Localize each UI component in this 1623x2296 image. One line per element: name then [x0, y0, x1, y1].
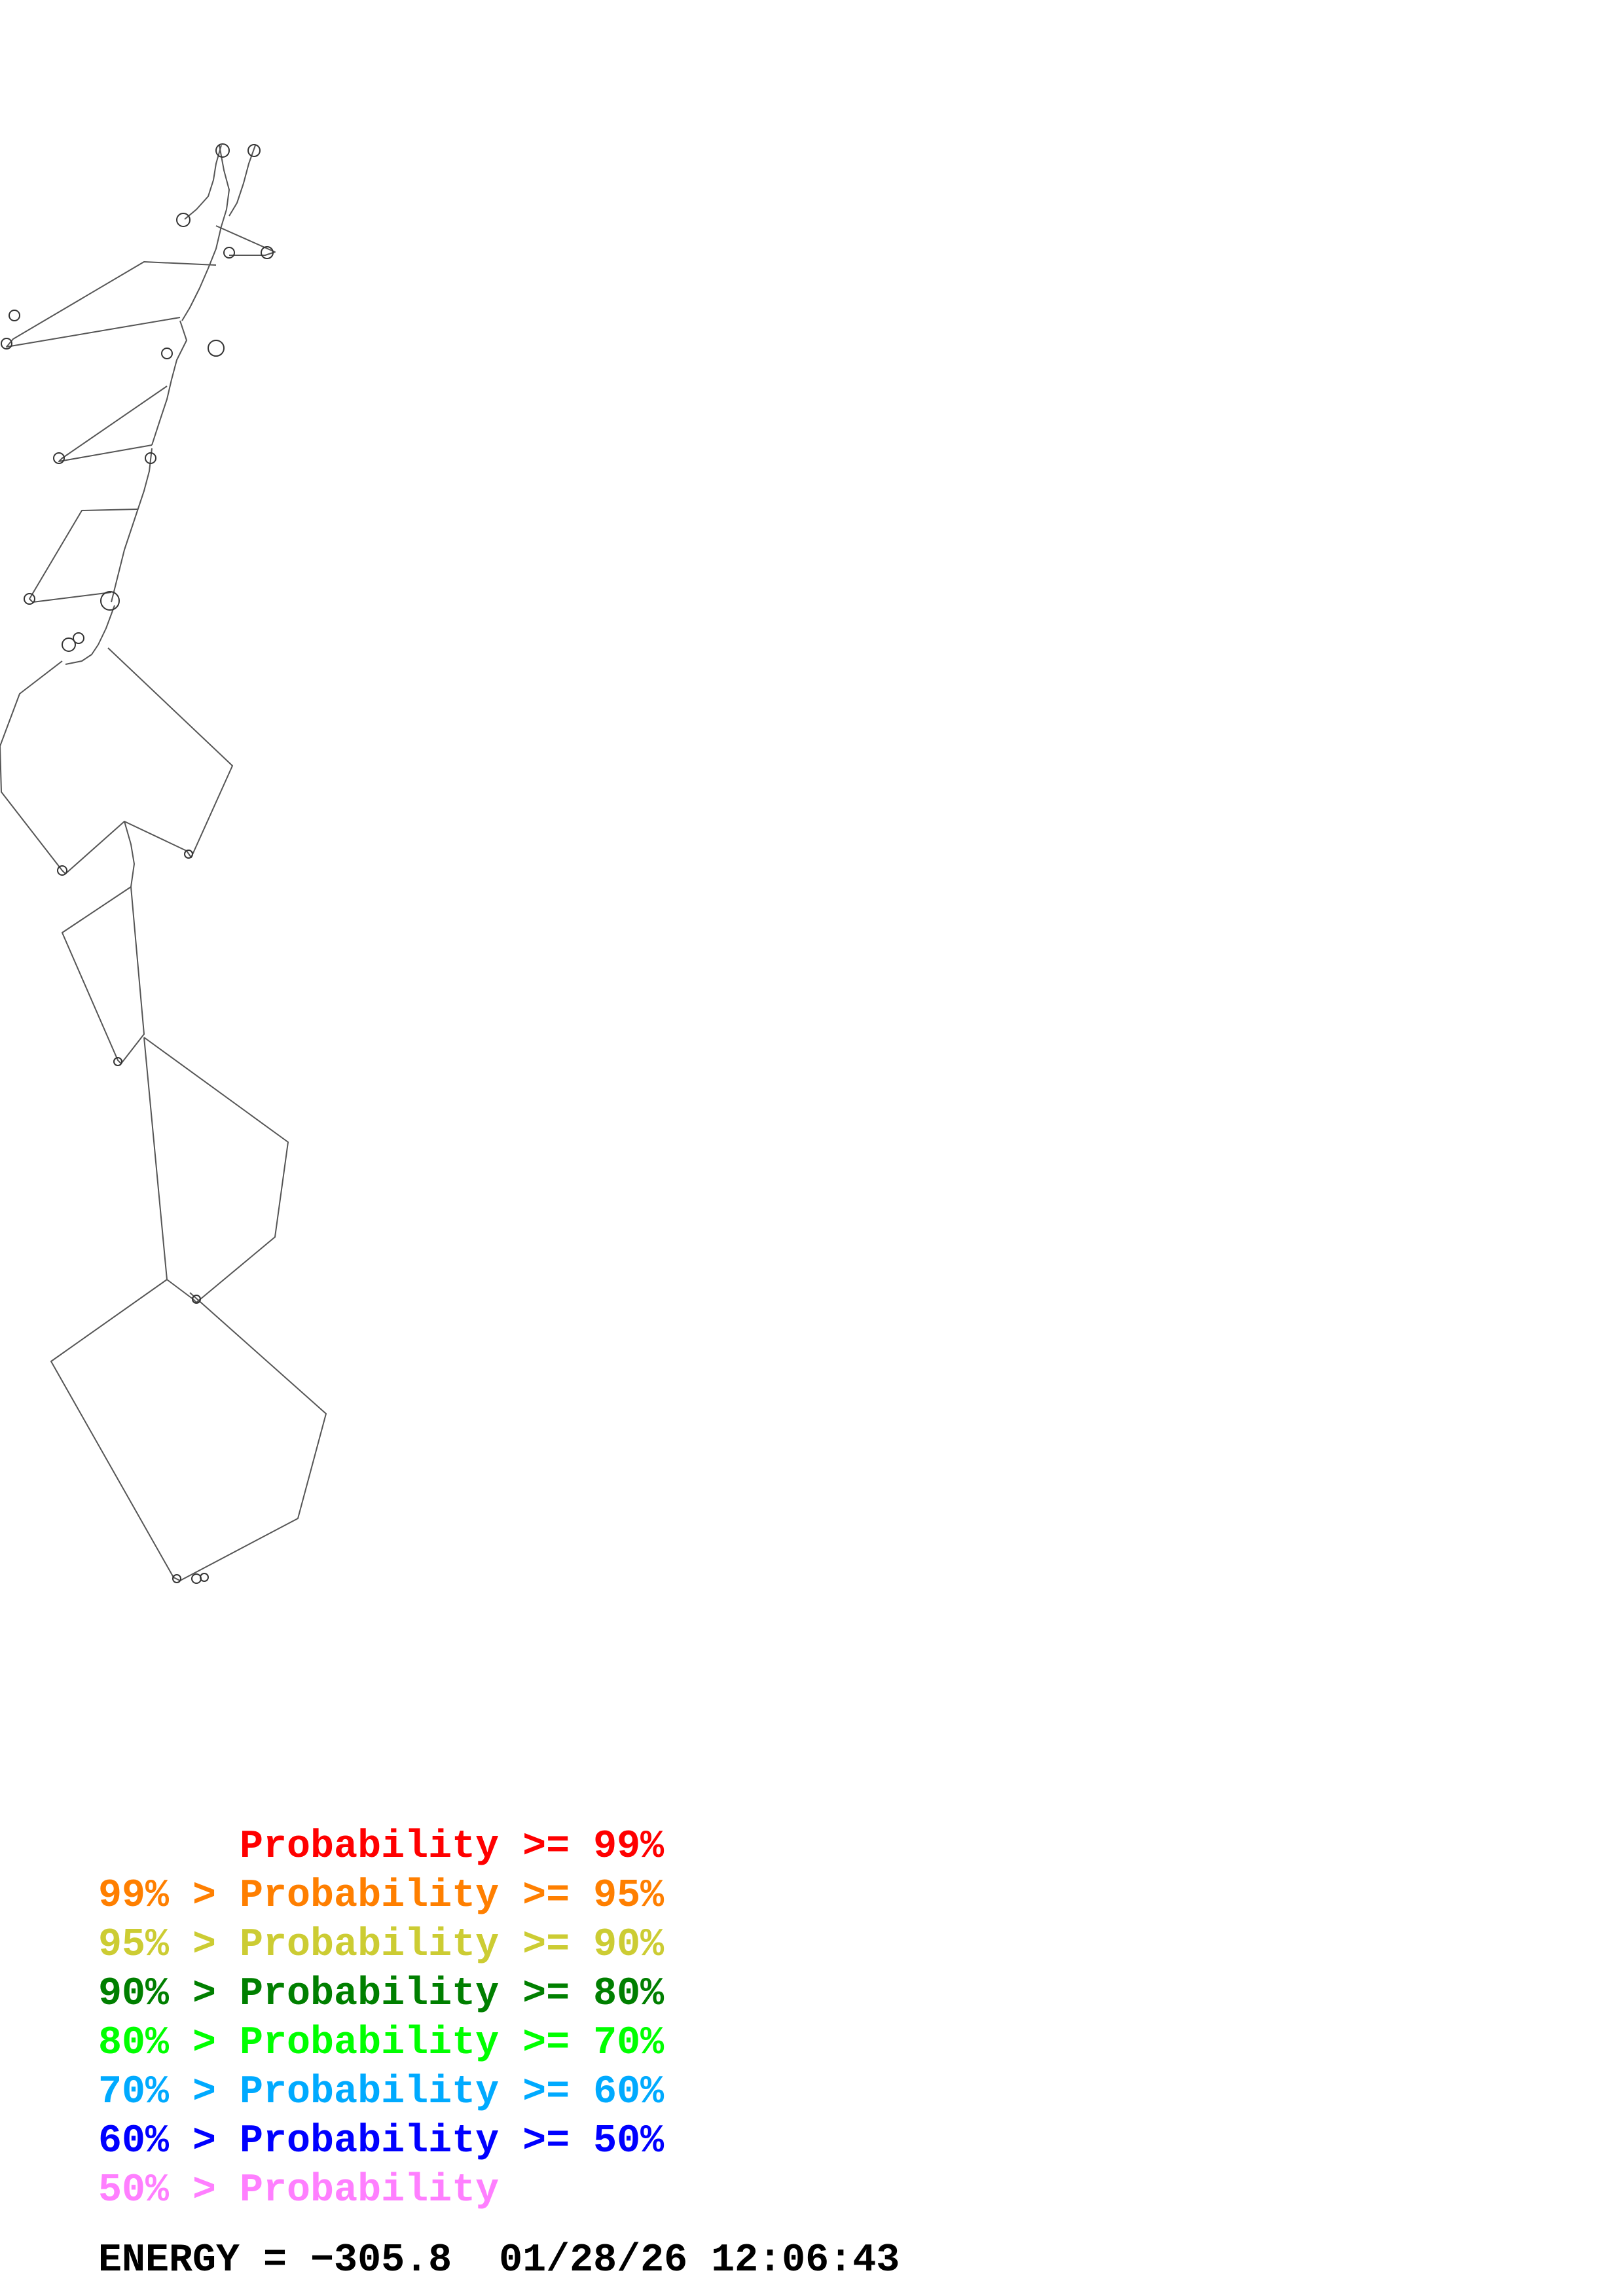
hairpin-loop	[247, 144, 261, 157]
stem-top	[181, 145, 230, 321]
legend-entry: 95% > Probability >= 90%	[98, 1923, 665, 1967]
stem-mid	[111, 448, 153, 603]
hairpin-loop	[261, 246, 274, 259]
hairpin-loop	[172, 1574, 181, 1583]
loop-top-right	[215, 225, 276, 256]
hairpin-loop	[200, 1573, 209, 1582]
hairpin-loop	[1, 338, 12, 350]
hairpin-loop	[145, 452, 156, 464]
hairpin-loop	[113, 1057, 122, 1066]
hairpin-loop	[192, 1295, 201, 1304]
loop-mid-left	[58, 386, 168, 462]
hairpin-loop	[24, 593, 35, 605]
legend-entry: 70% > Probability >= 60%	[98, 2070, 665, 2115]
loop-left-2	[29, 509, 138, 603]
branch-top-left	[184, 145, 222, 220]
hairpin-loop	[176, 213, 191, 227]
hairpin-loop	[223, 247, 235, 259]
hairpin-loop	[9, 310, 20, 321]
stem-lower-mid	[65, 605, 115, 665]
legend-entry: 60% > Probability >= 50%	[98, 2119, 665, 2164]
legend-entry: 50% > Probability	[98, 2168, 500, 2213]
legend-entry: Probability >= 99%	[98, 1825, 665, 1869]
energy-timestamp-footer: ENERGY = −305.8 01/28/26 12:06:43	[98, 2238, 900, 2283]
loop-large-3	[143, 1037, 289, 1303]
branch-top-right	[228, 145, 256, 217]
hairpin-loop	[62, 637, 76, 652]
legend-entry: 80% > Probability >= 70%	[98, 2021, 665, 2066]
hairpin-loop	[161, 348, 173, 359]
loop-upper-left	[6, 261, 217, 348]
legend-entry: 99% > Probability >= 95%	[98, 1874, 665, 1918]
hairpin-loop	[53, 452, 65, 464]
hairpin-loop	[208, 340, 225, 357]
loop-large-4	[50, 1279, 327, 1581]
hairpin-loop	[215, 143, 230, 158]
loop-large-2	[62, 886, 145, 1064]
hairpin-loop	[100, 591, 120, 611]
stem-upper	[151, 320, 187, 446]
hairpin-loop	[184, 850, 193, 859]
stem-lower	[124, 821, 135, 888]
legend-entry: 90% > Probability >= 80%	[98, 1972, 665, 2017]
hairpin-loop	[73, 632, 84, 644]
hairpin-loop	[191, 1573, 202, 1584]
loop-large-1	[0, 647, 233, 874]
hairpin-loop	[57, 865, 67, 876]
